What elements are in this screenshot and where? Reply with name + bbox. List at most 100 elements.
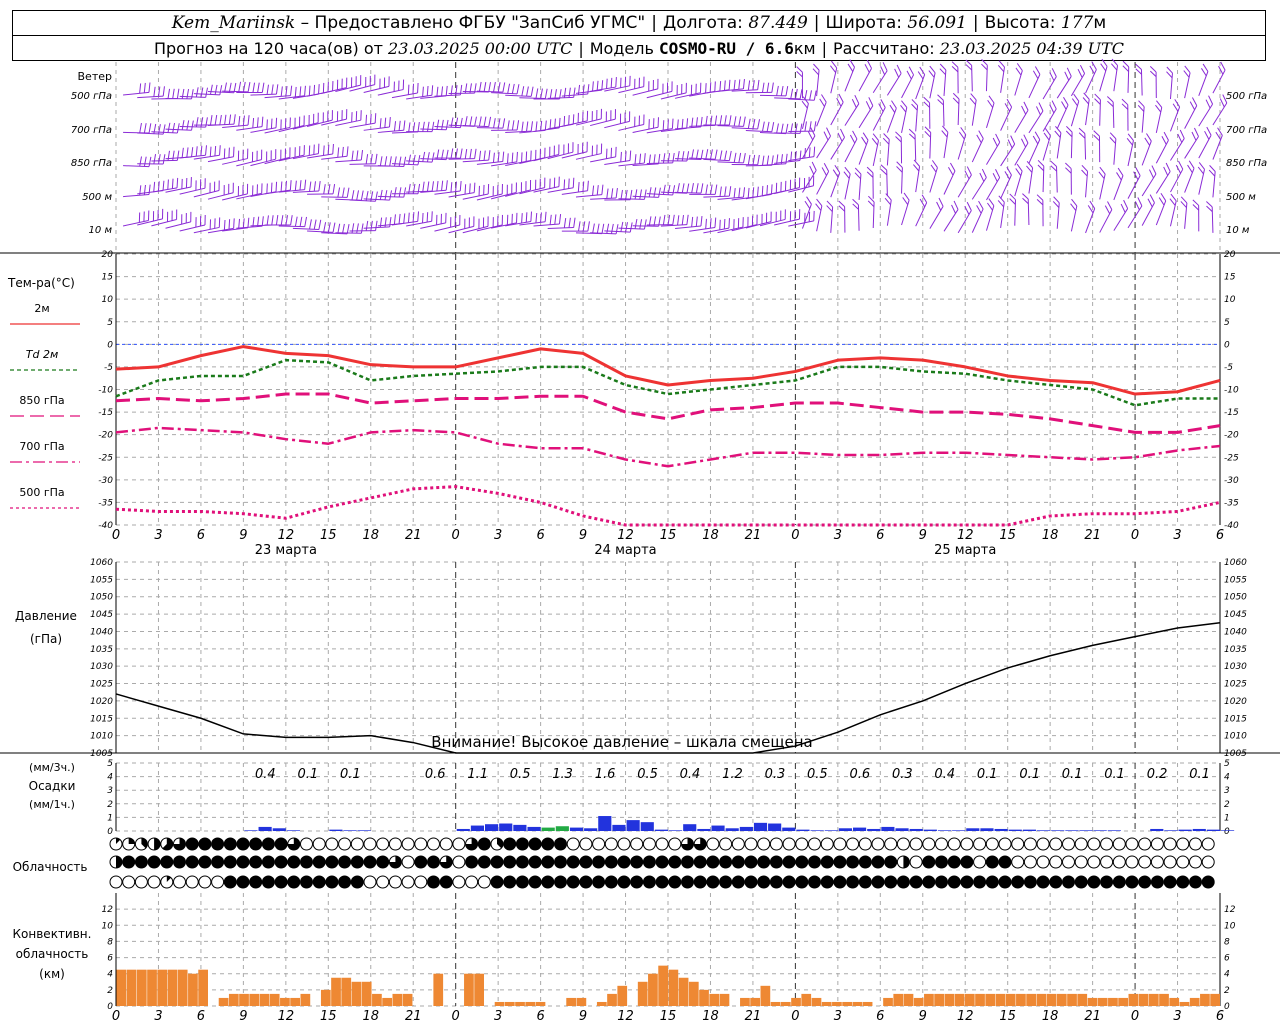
wind-barb bbox=[533, 176, 560, 193]
pressure-tick-left: 1055 bbox=[90, 575, 113, 585]
wind-barb-flag bbox=[911, 99, 918, 106]
cloud-symbol bbox=[515, 875, 529, 889]
wind-barb-flag bbox=[896, 166, 903, 173]
cloud-symbol-circle bbox=[998, 837, 1012, 851]
cloud-symbol bbox=[274, 875, 288, 889]
wind-barb-flag bbox=[995, 169, 1001, 178]
precip-tick-left: 0 bbox=[107, 827, 113, 837]
wind-barb bbox=[151, 209, 178, 227]
wind-barb bbox=[349, 74, 376, 92]
convective-bar bbox=[167, 969, 178, 1006]
cloud-symbol bbox=[757, 855, 771, 869]
wind-barb-shaft bbox=[1085, 69, 1097, 94]
cloud-symbol-fill bbox=[973, 876, 986, 888]
precip-total-label: 0.1 bbox=[977, 767, 998, 782]
convective-tick-left: 0 bbox=[107, 1002, 113, 1012]
wind-barb-flag bbox=[1144, 137, 1151, 146]
wind-barb-shaft bbox=[858, 105, 874, 129]
pressure-tick-left: 1010 bbox=[90, 732, 113, 742]
wind-barb-shaft bbox=[1014, 171, 1023, 197]
wind-barb-flag bbox=[374, 113, 377, 124]
wind-barb-flag bbox=[681, 214, 684, 225]
wind-barb-flag bbox=[1191, 131, 1197, 141]
cloud-symbol bbox=[376, 837, 390, 851]
alt-value: 177 bbox=[1060, 13, 1094, 33]
wind-barb-flag bbox=[1137, 197, 1143, 207]
cloud-symbol bbox=[820, 837, 834, 851]
wind-barb-flag bbox=[867, 200, 875, 208]
wind-barb bbox=[1155, 100, 1163, 133]
wind-barb-shaft bbox=[1184, 136, 1199, 159]
cloud-symbol-fill bbox=[999, 856, 1011, 868]
convective-xtick: 15 bbox=[999, 1009, 1016, 1024]
wind-barb bbox=[957, 201, 972, 234]
cloud-symbol bbox=[909, 855, 923, 869]
wind-barb-flag bbox=[979, 172, 985, 182]
cloud-symbol bbox=[439, 837, 453, 851]
wind-barb-flag bbox=[951, 61, 959, 68]
wind-barb-flag bbox=[862, 132, 869, 141]
temp-legend-label: Td 2м bbox=[26, 348, 59, 361]
cloud-symbol bbox=[274, 855, 288, 869]
cloud-symbol bbox=[312, 837, 326, 851]
cloud-symbol-fill bbox=[1126, 876, 1138, 888]
wind-barb bbox=[915, 194, 928, 227]
convective-bar bbox=[842, 1001, 852, 1006]
cloud-symbol-circle bbox=[401, 837, 415, 851]
wind-barb-flag bbox=[951, 204, 956, 214]
convective-bar bbox=[300, 993, 311, 1006]
wind-barb-flag bbox=[911, 103, 918, 111]
wind-barb-flag bbox=[337, 223, 341, 234]
wind-barb bbox=[1065, 125, 1073, 159]
wind-barb-shaft bbox=[151, 187, 178, 193]
wind-barb-flag bbox=[497, 118, 501, 129]
wind-barb-flag bbox=[365, 220, 369, 231]
wind-barb-flag bbox=[431, 211, 433, 222]
cloud-symbol bbox=[122, 875, 136, 889]
wind-barb bbox=[377, 120, 406, 133]
wind-barb-flag bbox=[417, 122, 420, 132]
cloud-symbol-fill bbox=[618, 856, 630, 868]
pressure-tick-left: 1020 bbox=[90, 697, 113, 707]
wind-barb-flag bbox=[816, 198, 823, 207]
wind-barb-flag bbox=[847, 63, 854, 72]
cloud-symbol-fill bbox=[668, 856, 681, 868]
lat-label: Широта: bbox=[825, 13, 902, 33]
cloud-symbol bbox=[465, 855, 479, 869]
cloud-symbol bbox=[846, 855, 860, 869]
wind-barb-shaft bbox=[377, 129, 404, 133]
cloud-symbol-circle bbox=[782, 837, 796, 851]
wind-barb-flag bbox=[568, 87, 571, 98]
wind-barb-flag bbox=[662, 184, 666, 195]
wind-barb-flag bbox=[854, 167, 862, 175]
wind-barb bbox=[703, 115, 732, 126]
wind-barb bbox=[250, 117, 278, 133]
cloud-symbol bbox=[922, 855, 936, 869]
wind-barb-flag bbox=[705, 149, 709, 159]
wind-barb-flag bbox=[224, 114, 227, 125]
wind-barb-flag bbox=[1160, 192, 1167, 202]
wind-barb-flag bbox=[843, 171, 850, 179]
convective-tick-right: 0 bbox=[1224, 1002, 1230, 1012]
precip-bar bbox=[612, 824, 626, 831]
cloud-symbol-fill bbox=[1087, 876, 1100, 888]
cloud-symbol-circle bbox=[820, 837, 834, 851]
wind-barb-flag bbox=[568, 217, 571, 228]
cloud-symbol-fill bbox=[630, 856, 643, 868]
wind-barb-flag bbox=[247, 115, 250, 126]
wind-barb-flag bbox=[928, 70, 935, 78]
wind-barb bbox=[207, 114, 236, 126]
wind-barb-flag bbox=[459, 148, 463, 159]
wind-barb bbox=[193, 84, 223, 96]
wind-barb bbox=[1126, 133, 1134, 167]
wind-barb-flag bbox=[852, 130, 858, 140]
wind-barb bbox=[1022, 193, 1030, 226]
cloud-symbol bbox=[973, 875, 987, 889]
wind-barb-flag bbox=[384, 156, 388, 167]
cloud-symbol bbox=[261, 837, 275, 851]
precip-bar bbox=[1037, 830, 1051, 831]
wind-barb bbox=[250, 214, 279, 227]
wind-barb bbox=[335, 150, 364, 163]
wind-barb-flag bbox=[299, 86, 302, 97]
wind-barb bbox=[816, 94, 827, 127]
